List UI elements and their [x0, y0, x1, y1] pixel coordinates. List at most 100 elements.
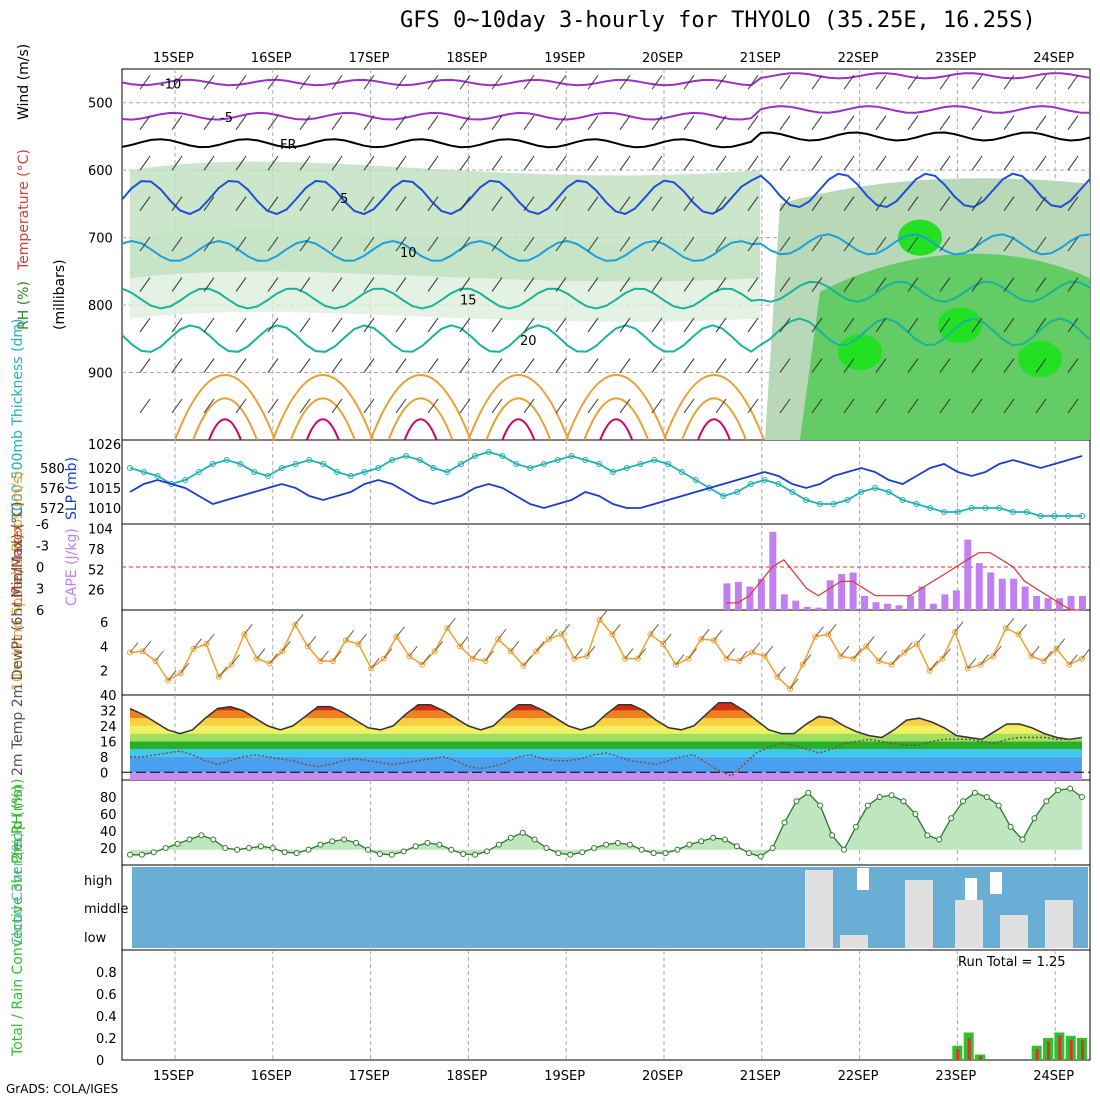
thickness-point: [775, 481, 782, 487]
rh-point: [1055, 787, 1062, 794]
wind-barb: [555, 317, 567, 333]
wind-barb: [205, 633, 215, 645]
wind-barb: [683, 155, 695, 171]
wind-barb: [843, 155, 855, 171]
pressure-tick-label: 600: [88, 164, 113, 179]
wind-barb: [715, 155, 727, 171]
rh-point: [269, 845, 276, 851]
temp-tick-label: 40: [100, 689, 117, 704]
rh-point: [960, 798, 966, 805]
rh-point: [281, 849, 288, 856]
wind-barb: [688, 648, 697, 659]
wind-barb: [203, 115, 215, 130]
wind-barb: [497, 628, 507, 640]
precip-convective-bar: [1058, 1035, 1062, 1060]
wind-barb: [218, 666, 228, 678]
thickness-point: [996, 505, 1003, 511]
wind-speed-point: [482, 658, 489, 664]
rh-point: [1067, 785, 1074, 792]
date-tick-label: 20SEP: [642, 51, 683, 66]
cape-bar: [975, 563, 983, 610]
wind-barb: [299, 74, 311, 90]
wind-speed-point: [380, 655, 387, 662]
temp-band: [130, 718, 1082, 726]
wind-barb: [619, 317, 631, 333]
rh-point: [686, 841, 693, 848]
wind-speed-point: [1079, 655, 1085, 662]
temperature-contour: [121, 105, 1091, 121]
wind-barb: [1003, 358, 1015, 373]
warm-contour: [681, 397, 747, 441]
thickness-point: [1010, 509, 1017, 515]
cape-bar: [872, 602, 880, 610]
wind-barb: [154, 650, 164, 662]
wind-speed-point: [888, 661, 895, 668]
wind-barb: [827, 623, 837, 635]
wind-barb: [1003, 115, 1015, 130]
wind-speed-point: [825, 631, 832, 638]
thickness-point: [968, 505, 975, 511]
wind-barb: [203, 236, 215, 252]
wind-barb: [231, 654, 240, 665]
wind-barb: [939, 196, 951, 211]
wind-speed-point: [698, 636, 705, 643]
wind-speed-point: [990, 653, 997, 660]
wind-speed-point: [1015, 631, 1022, 638]
wind-barb: [459, 398, 471, 414]
wind-barb: [459, 317, 471, 333]
wind-barb: [619, 74, 631, 90]
rh-point: [543, 845, 550, 851]
upper-air-ylabel: RH (%) Temperature (°C) Wind (m/s): [16, 44, 32, 330]
wind-barb: [967, 657, 977, 669]
wind-barb: [331, 155, 343, 171]
rh-point: [519, 829, 526, 836]
wind-barb: [383, 648, 393, 659]
warm-contour: [565, 374, 668, 441]
wind-barb: [299, 277, 311, 292]
temp-ylabel-text: 2m Temp 2m DewPt (6hr Min/Max) (°C): [10, 501, 26, 776]
wind-barb: [331, 358, 343, 373]
slp-tick-label: 1015: [88, 482, 121, 497]
wind-barb: [171, 196, 183, 211]
thickness-point: [127, 465, 133, 471]
warm-contour: [174, 374, 276, 441]
high-cloud-fill: [857, 868, 869, 890]
temp-tick-label: 0: [100, 766, 108, 781]
wind-barb: [843, 317, 855, 333]
wind-barb: [715, 277, 727, 292]
wind-barb: [619, 115, 631, 130]
rh-point: [876, 794, 883, 800]
pressure-ylabel: (millibars): [52, 259, 68, 330]
warm-contour: [599, 418, 634, 441]
rh-point: [507, 834, 514, 841]
wind-barb: [651, 358, 663, 373]
wind-barb: [715, 196, 727, 211]
wind-barb: [651, 155, 663, 171]
cloud-fill: [1000, 915, 1028, 948]
wind-speed-point: [241, 631, 248, 638]
wind-barb: [459, 358, 471, 373]
wind-barb: [171, 155, 183, 171]
thickness-point: [941, 509, 948, 515]
thickness-point: [609, 469, 616, 475]
rh-point: [246, 845, 252, 851]
wind-barb: [491, 358, 503, 373]
wind-barb: [139, 277, 151, 292]
cloud-ylabel: Cloud Cover (%): [10, 832, 26, 946]
wind-barb: [675, 654, 685, 665]
wind-barb: [235, 277, 247, 292]
wind-barb: [299, 155, 311, 171]
wind-barb: [713, 630, 723, 641]
wind-barb: [235, 115, 247, 130]
thickness-point: [485, 449, 492, 455]
temperature-contour: [121, 131, 1091, 149]
wind-speed-point: [748, 649, 755, 656]
wind-barb: [235, 155, 247, 171]
wind-speed-point: [507, 648, 514, 655]
wind-barb: [651, 74, 663, 90]
wind-barb: [941, 648, 951, 659]
date-tick-label: 23SEP: [935, 51, 976, 66]
thickness-point: [264, 473, 271, 479]
wind-barb: [491, 277, 503, 292]
wind-speed-point: [634, 655, 641, 662]
